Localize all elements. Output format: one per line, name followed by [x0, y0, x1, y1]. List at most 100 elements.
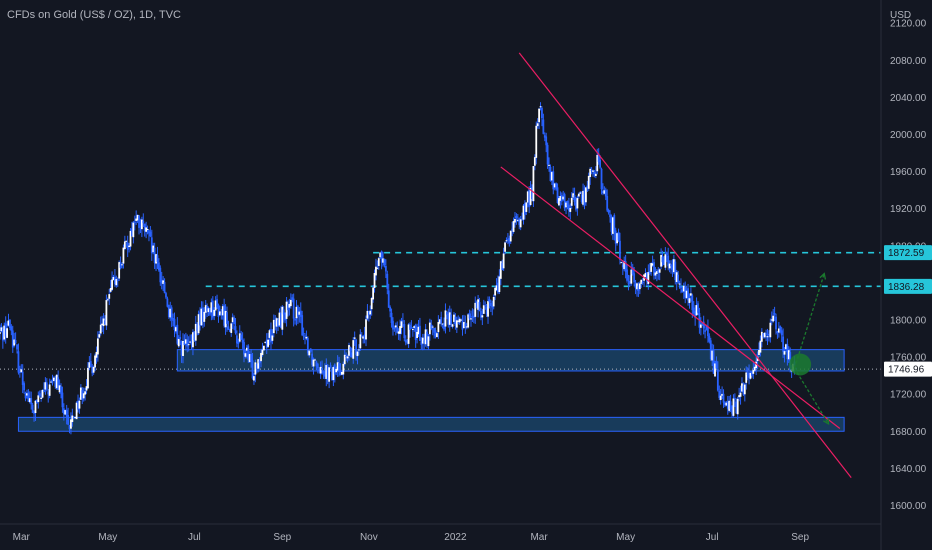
candle-body [667, 255, 670, 267]
candle-body [694, 311, 697, 318]
candle-body [471, 316, 474, 318]
candle-body [145, 227, 148, 232]
candle-body [453, 314, 455, 322]
candle-body [762, 333, 765, 337]
candle-body [44, 382, 47, 390]
candle-body [670, 264, 672, 267]
candle-body [131, 228, 133, 237]
candle-body [123, 241, 126, 250]
candle-body [427, 336, 430, 347]
candle-body [704, 330, 706, 332]
candle-body [689, 293, 692, 296]
candle-body [699, 324, 702, 328]
candle-body [724, 402, 726, 406]
candle-body [67, 415, 69, 425]
y-tick-label: 1600.00 [890, 501, 927, 512]
candle-body [516, 219, 519, 221]
candle-body [176, 324, 179, 344]
candle-body [421, 337, 424, 344]
candle-body [484, 305, 487, 307]
candle-body [414, 325, 417, 341]
candle-body [10, 326, 13, 331]
candle-body [348, 345, 350, 356]
candle-body [407, 324, 410, 344]
candle-body [186, 339, 189, 347]
candle-body [478, 302, 481, 311]
candle-body [231, 317, 234, 323]
candle-body [152, 245, 155, 253]
candle-body [454, 316, 457, 327]
candle-body [109, 288, 112, 292]
candle-body [248, 354, 251, 362]
candle-body [60, 386, 62, 394]
candle-body [485, 306, 488, 315]
projection-arrows [793, 272, 830, 425]
candle-body [253, 376, 255, 381]
candle-body [53, 377, 55, 382]
candle-body [440, 316, 443, 324]
candle-body [543, 135, 546, 138]
candle-body [539, 106, 542, 108]
candle-body [419, 325, 421, 341]
candle-body [55, 374, 58, 389]
candle-body [71, 415, 74, 423]
price-label-box [884, 278, 932, 294]
candle-body [112, 277, 115, 281]
candle-body [41, 389, 44, 398]
candle-body [715, 360, 718, 369]
candle-body [671, 265, 674, 270]
candle-body [138, 215, 140, 228]
candle-body [566, 200, 569, 207]
candle-body [677, 274, 680, 283]
candle-body [24, 392, 27, 399]
candle-body [725, 402, 728, 406]
candle-body [600, 168, 603, 190]
candle-body [37, 395, 40, 403]
candle-body [312, 359, 315, 367]
arrow-head [819, 272, 827, 280]
candle-body [787, 350, 790, 360]
candle-body [514, 218, 516, 223]
candle-body [362, 336, 365, 339]
candle-body [653, 262, 655, 276]
candle-body [54, 379, 57, 387]
candle-body [430, 324, 433, 329]
candle-body [159, 267, 162, 283]
candle-body [743, 384, 746, 395]
candle-body [441, 323, 444, 325]
candle-body [461, 322, 464, 330]
candle-body [27, 392, 30, 402]
candle-body [549, 166, 552, 181]
candle-body [621, 264, 624, 268]
candle-body [674, 261, 677, 281]
candle-body [81, 390, 84, 400]
candle-body [515, 216, 518, 218]
candle-body [350, 352, 353, 358]
candle-body [509, 230, 512, 242]
time-axis[interactable]: Mar May Jul Sep Nov 2022 Mar May Jul Sep [13, 532, 810, 543]
candle-body [297, 306, 299, 317]
candle-body [589, 168, 592, 177]
candle-body [786, 344, 789, 360]
candle-body [563, 194, 566, 209]
candle-body [372, 287, 375, 300]
candle-body [487, 301, 489, 317]
candle-body [760, 331, 763, 342]
candle-body [488, 299, 491, 303]
candle-body [772, 315, 775, 322]
y-tick-label: 1680.00 [890, 427, 927, 438]
candle-body [433, 328, 436, 333]
candle-body [447, 313, 450, 325]
candle-body [180, 341, 183, 356]
candle-body [206, 305, 209, 311]
candle-body [148, 230, 150, 234]
highlight-dot [789, 353, 812, 376]
y-tick-label: 2120.00 [890, 19, 927, 30]
candle-body [0, 327, 3, 332]
candle-body [323, 371, 326, 377]
candle-body [88, 362, 91, 368]
candle-body [82, 393, 85, 399]
candle-body [377, 258, 380, 266]
candle-body [502, 253, 505, 269]
